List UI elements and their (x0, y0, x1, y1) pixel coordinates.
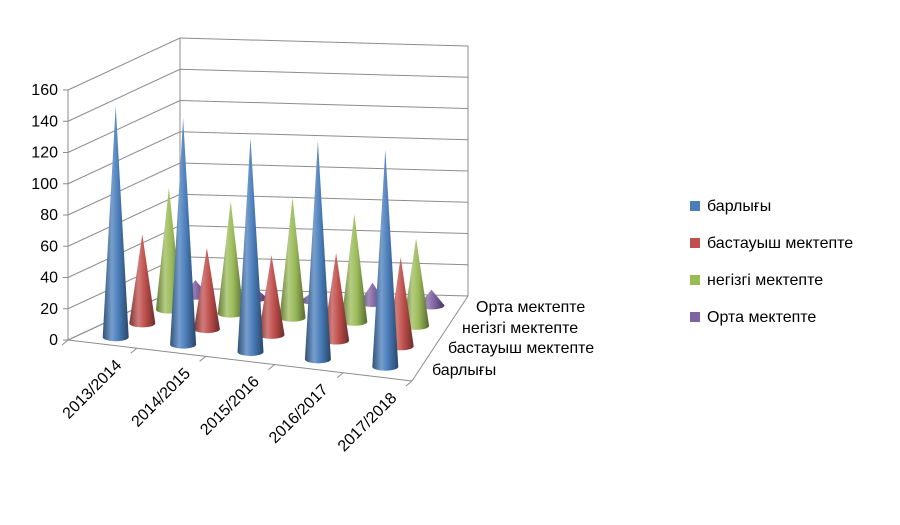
y-tick-label: 140 (31, 113, 58, 130)
x-tick-label: 2014/2015 (129, 365, 195, 431)
legend-swatch (690, 238, 700, 248)
gridline (67, 162, 469, 216)
cone-барлығы-2014-2015 (170, 118, 197, 349)
y-tick-label: 160 (31, 82, 58, 99)
legend-item: негізгі мектепте (690, 272, 823, 289)
legend-label: Орта мектепте (707, 309, 816, 326)
legend-item: барлығы (690, 198, 771, 215)
legend-item: Орта мектепте (690, 309, 816, 326)
depth-axis-label: негізгі мектепте (462, 320, 578, 337)
cone-барлығы-2013-2014 (102, 105, 129, 342)
x-tick-label: 2016/2017 (266, 381, 332, 447)
y-tick-label: 60 (40, 238, 58, 255)
x-tick-label: 2015/2016 (197, 373, 263, 439)
legend: барлығы бастауыш мектепте негізгі мектепте… (690, 198, 853, 326)
depth-axis-line (411, 295, 469, 382)
gridline (67, 99, 469, 153)
cone-негізгі-мектепте-2016-2017 (341, 213, 368, 326)
legend-label: бастауыш мектепте (707, 235, 853, 252)
cone-негізгі-мектепте-2017-2018 (403, 238, 430, 330)
legend-item: бастауыш мектепте (690, 235, 853, 252)
x-tick-mark (336, 372, 344, 379)
y-tick-label: 20 (40, 301, 58, 318)
y-tick-label: 100 (31, 176, 58, 193)
legend-swatch (690, 201, 700, 211)
cone-бастауыш-мектепте-2014-2015 (193, 247, 220, 334)
legend-swatch (690, 275, 700, 285)
cone-барлығы-2017-2018 (372, 149, 399, 371)
cone-бастауыш-мектепте-2013-2014 (129, 234, 156, 328)
gridline (67, 193, 469, 247)
x-tick-mark (268, 364, 275, 370)
cone-барлығы-2015-2016 (237, 137, 264, 356)
legend-label: барлығы (707, 198, 771, 215)
x-tick-mark (199, 356, 206, 362)
y-tick-label: 40 (40, 270, 58, 287)
y-tick-label: 0 (49, 332, 58, 349)
y-tick-label: 120 (31, 145, 58, 162)
depth-axis-label: барлығы (432, 362, 496, 379)
gridline (67, 224, 469, 278)
cone-негізгі-мектепте-2015-2016 (279, 197, 306, 322)
cone-барлығы-2016-2017 (304, 140, 331, 364)
x-tick-label: 2013/2014 (60, 357, 126, 423)
x-tick-mark (405, 380, 413, 387)
depth-axis-label: бастауыш мектепте (448, 340, 594, 357)
cone-бастауыш-мектепте-2015-2016 (258, 255, 285, 339)
gridline (67, 68, 469, 122)
depth-axis-label: Орта мектепте (476, 299, 585, 316)
legend-label: негізгі мектепте (707, 272, 823, 289)
x-tick-mark (130, 347, 138, 354)
legend-swatch (690, 312, 700, 322)
cone-бастауыш-мектепте-2016-2017 (323, 253, 350, 345)
gridline (67, 131, 469, 185)
gridline (67, 37, 469, 91)
y-tick-label: 80 (40, 207, 58, 224)
x-tick-mark (61, 339, 69, 346)
x-axis-line (67, 339, 413, 382)
cone-негізгі-мектепте-2014-2015 (217, 201, 244, 318)
x-tick-label: 2017/2018 (335, 390, 401, 456)
plot-area (102, 105, 445, 371)
